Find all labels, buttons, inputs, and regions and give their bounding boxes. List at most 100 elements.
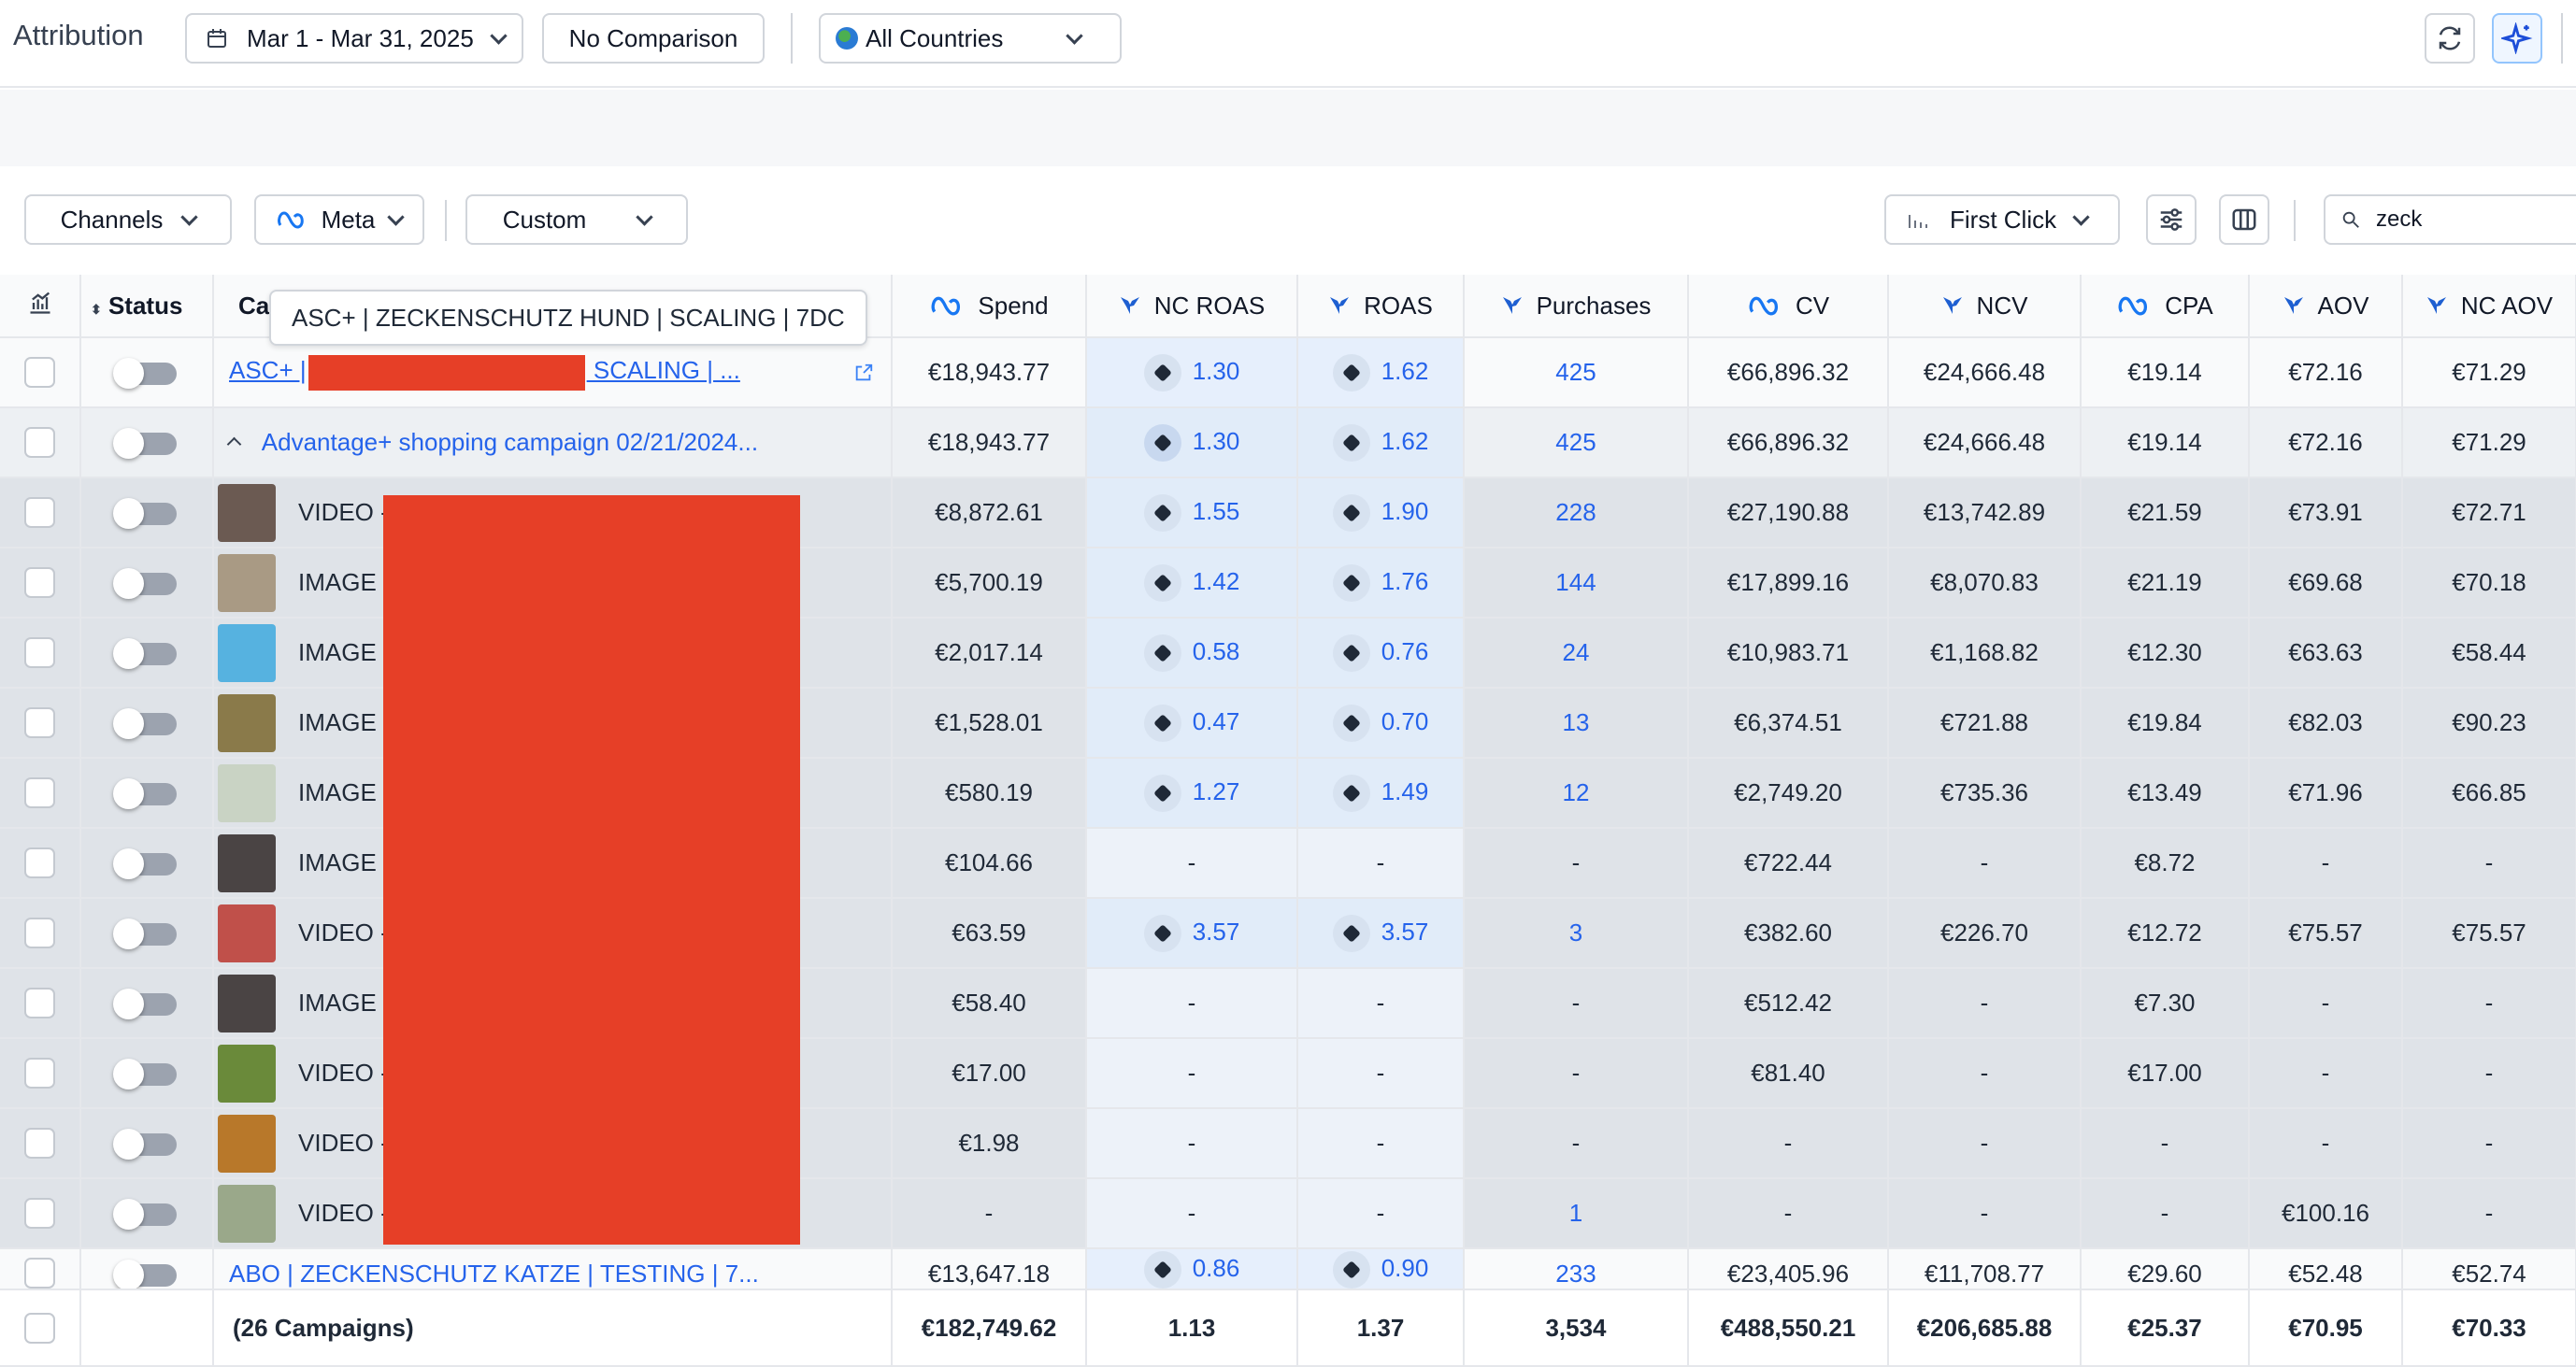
campaign-link[interactable]: ABO | ZECKENSCHUTZ KATZE | TESTING | 7..…	[229, 1260, 759, 1288]
purchases-cell[interactable]: -	[1464, 828, 1689, 899]
roas-cell[interactable]: 1.76	[1297, 548, 1465, 619]
status-toggle[interactable]	[113, 918, 177, 950]
purchases-cell[interactable]: 233	[1464, 1248, 1689, 1290]
status-toggle[interactable]	[113, 708, 177, 740]
row-checkbox[interactable]	[24, 497, 55, 529]
status-toggle[interactable]	[113, 778, 177, 810]
row-checkbox[interactable]	[24, 637, 55, 669]
nc-roas-cell[interactable]: -	[1086, 1178, 1298, 1249]
table-row-campaign[interactable]: ASC+ | SCALING | ... €18,943.77 1.30 1.6…	[0, 337, 2576, 408]
row-checkbox[interactable]	[24, 847, 55, 879]
status-toggle[interactable]	[113, 358, 177, 390]
status-header[interactable]: ⬍ Status	[80, 275, 214, 338]
status-toggle[interactable]	[113, 568, 177, 600]
status-toggle[interactable]	[113, 848, 177, 880]
purchases-cell[interactable]: 12	[1464, 758, 1689, 829]
aov-header[interactable]: AOV	[2249, 275, 2403, 338]
roas-cell[interactable]: -	[1297, 968, 1465, 1039]
status-toggle[interactable]	[113, 1199, 177, 1231]
table-row[interactable]: VIDEO - €1.98- - - - - - - -	[0, 1108, 2576, 1179]
roas-cell[interactable]: -	[1297, 1108, 1465, 1179]
purchases-header[interactable]: Purchases	[1464, 275, 1689, 338]
ai-assistant-button[interactable]	[2492, 13, 2542, 64]
ncv-header[interactable]: NCV	[1888, 275, 2082, 338]
table-row[interactable]: VIDEO - - - -1- - - €100.16-	[0, 1178, 2576, 1249]
nc-roas-cell[interactable]: 0.86	[1086, 1248, 1298, 1290]
status-toggle[interactable]	[113, 428, 177, 460]
external-link-icon[interactable]	[853, 363, 874, 383]
custom-dropdown[interactable]: Custom	[465, 194, 688, 245]
adset-link[interactable]: Advantage+ shopping campaign 02/21/2024.…	[261, 428, 759, 456]
channels-dropdown[interactable]: Channels	[24, 194, 232, 245]
row-checkbox[interactable]	[24, 567, 55, 599]
roas-cell[interactable]: 1.62	[1297, 337, 1465, 408]
platform-dropdown[interactable]: Meta	[254, 194, 424, 245]
roas-cell[interactable]: 0.76	[1297, 618, 1465, 689]
attribution-model-dropdown[interactable]: First Click	[1884, 194, 2120, 245]
campaign-link[interactable]: ASC+ | SCALING | ...	[229, 354, 740, 391]
roas-cell[interactable]: 0.90	[1297, 1248, 1465, 1290]
date-range-picker[interactable]: Mar 1 - Mar 31, 2025	[185, 13, 523, 64]
row-checkbox[interactable]	[24, 1058, 55, 1089]
purchases-cell[interactable]: 24	[1464, 618, 1689, 689]
row-checkbox[interactable]	[24, 1128, 55, 1160]
nc-roas-cell[interactable]: -	[1086, 1038, 1298, 1109]
roas-cell[interactable]: -	[1297, 828, 1465, 899]
row-checkbox[interactable]	[24, 427, 55, 459]
nc-roas-cell[interactable]: 1.42	[1086, 548, 1298, 619]
columns-button[interactable]	[2219, 194, 2269, 245]
chart-toggle-header[interactable]	[0, 275, 81, 338]
roas-cell[interactable]: 0.70	[1297, 688, 1465, 759]
nc-roas-cell[interactable]: 1.55	[1086, 477, 1298, 548]
roas-cell[interactable]: -	[1297, 1178, 1465, 1249]
country-select[interactable]: All Countries	[819, 13, 1122, 64]
nc-roas-cell[interactable]: 1.27	[1086, 758, 1298, 829]
row-checkbox[interactable]	[24, 988, 55, 1019]
roas-header[interactable]: ROAS	[1297, 275, 1465, 338]
row-checkbox[interactable]	[24, 777, 55, 809]
nc-roas-cell[interactable]: -	[1086, 828, 1298, 899]
comparison-button[interactable]: No Comparison	[542, 13, 765, 64]
purchases-cell[interactable]: 425	[1464, 407, 1689, 478]
purchases-cell[interactable]: 13	[1464, 688, 1689, 759]
status-toggle[interactable]	[113, 1129, 177, 1161]
status-toggle[interactable]	[113, 1059, 177, 1090]
nc-roas-cell[interactable]: -	[1086, 1108, 1298, 1179]
status-toggle[interactable]	[113, 989, 177, 1020]
nc-roas-cell[interactable]: 1.30	[1086, 407, 1298, 478]
chevron-up-icon[interactable]	[226, 436, 242, 451]
roas-cell[interactable]: 1.62	[1297, 407, 1465, 478]
row-checkbox[interactable]	[24, 357, 55, 389]
nc-roas-cell[interactable]: 0.47	[1086, 688, 1298, 759]
roas-cell[interactable]: 1.49	[1297, 758, 1465, 829]
purchases-cell[interactable]: 3	[1464, 898, 1689, 969]
table-row[interactable]: ABO | ZECKENSCHUTZ KATZE | TESTING | 7..…	[0, 1248, 2576, 1290]
nc-roas-header[interactable]: NC ROAS	[1086, 275, 1298, 338]
roas-cell[interactable]: -	[1297, 1038, 1465, 1109]
purchases-cell[interactable]: -	[1464, 968, 1689, 1039]
roas-cell[interactable]: 3.57	[1297, 898, 1465, 969]
search-input[interactable]: zeck	[2324, 194, 2576, 245]
row-checkbox[interactable]	[24, 918, 55, 949]
table-row-adset[interactable]: Advantage+ shopping campaign 02/21/2024.…	[0, 407, 2576, 478]
nc-roas-cell[interactable]: 1.30	[1086, 337, 1298, 408]
nc-roas-cell[interactable]: 0.58	[1086, 618, 1298, 689]
purchases-cell[interactable]: -	[1464, 1038, 1689, 1109]
row-checkbox[interactable]	[24, 1258, 55, 1288]
spend-header[interactable]: Spend	[892, 275, 1087, 338]
cv-header[interactable]: CV	[1688, 275, 1889, 338]
select-all-checkbox[interactable]	[24, 1312, 55, 1344]
status-toggle[interactable]	[113, 1260, 177, 1288]
row-checkbox[interactable]	[24, 1198, 55, 1230]
purchases-cell[interactable]: 425	[1464, 337, 1689, 408]
status-toggle[interactable]	[113, 498, 177, 530]
roas-cell[interactable]: 1.90	[1297, 477, 1465, 548]
purchases-cell[interactable]: -	[1464, 1108, 1689, 1179]
nc-roas-cell[interactable]: 3.57	[1086, 898, 1298, 969]
purchases-cell[interactable]: 144	[1464, 548, 1689, 619]
row-checkbox[interactable]	[24, 707, 55, 739]
cpa-header[interactable]: CPA	[2081, 275, 2250, 338]
status-toggle[interactable]	[113, 638, 177, 670]
nc-aov-header[interactable]: NC AOV	[2402, 275, 2576, 338]
settings-sliders-button[interactable]	[2146, 194, 2197, 245]
